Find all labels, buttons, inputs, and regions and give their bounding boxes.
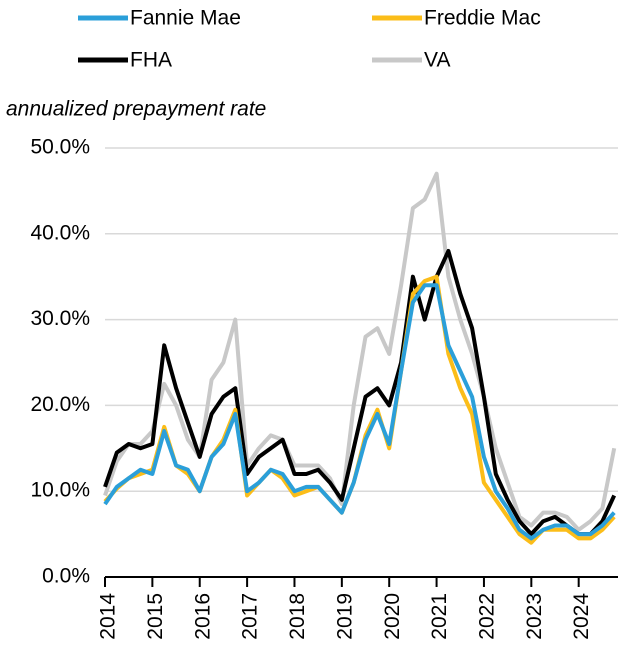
y-tick-label: 0.0%: [42, 565, 90, 588]
x-tick-label: 2017: [239, 593, 262, 640]
x-tick-label: 2015: [144, 593, 167, 640]
series-line: [103, 171, 617, 532]
y-tick-label: 50.0%: [30, 136, 90, 159]
x-tick-label: 2022: [475, 593, 498, 640]
x-tick-label: 2014: [97, 593, 120, 640]
x-tick-label: 2016: [191, 593, 214, 640]
legend-label: FHA: [130, 49, 172, 72]
legend-label: VA: [424, 49, 450, 72]
x-tick-label: 2024: [570, 593, 593, 640]
x-tick-label: 2021: [428, 593, 451, 640]
legend-label: Freddie Mac: [424, 7, 541, 30]
x-tick-label: 2023: [523, 593, 546, 640]
chart-subtitle: annualized prepayment rate: [6, 98, 266, 121]
y-tick-label: 40.0%: [30, 221, 90, 244]
y-tick-label: 10.0%: [30, 479, 90, 502]
series-line: [103, 249, 617, 537]
legend-label: Fannie Mae: [130, 7, 241, 30]
x-tick-label: 2018: [286, 593, 309, 640]
x-tick-label: 2020: [381, 593, 404, 640]
series-line: [103, 283, 616, 541]
y-tick-label: 30.0%: [30, 307, 90, 330]
x-tick-label: 2019: [333, 593, 356, 640]
y-tick-label: 20.0%: [30, 393, 90, 416]
